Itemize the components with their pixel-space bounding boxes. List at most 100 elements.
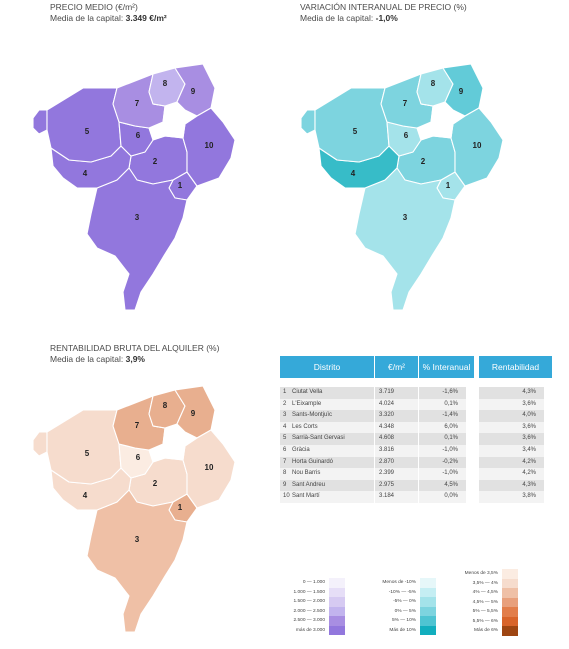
header-price: €/m² <box>375 356 418 378</box>
district-9-label: 9 <box>459 87 464 96</box>
price-legend: 0 — 1.000 1.000 — 1.500 1.500 — 2.000 2.000… <box>277 578 349 638</box>
legend-label: 5% — 5,5% <box>472 609 498 614</box>
cell-price: 2.975 <box>375 479 418 492</box>
legend-label: -10% — -5% <box>388 589 416 595</box>
legend-label: 4,5% — 5% <box>472 599 498 605</box>
cell-rent: 3,6% <box>479 398 544 411</box>
legend-swatch <box>420 616 436 626</box>
cell-variation: -0,2% <box>419 456 466 469</box>
district-1-label: 1 <box>178 503 183 512</box>
legend-swatch <box>329 578 345 588</box>
district-8-label: 8 <box>431 79 436 88</box>
legend-swatch <box>502 578 518 588</box>
cell-district: Sant Martí <box>292 493 320 500</box>
cell-number: 8 <box>280 468 374 480</box>
cell-rent: 4,2% <box>479 468 544 480</box>
legend-label: 3,5% — 4% <box>472 580 498 586</box>
district-3-area <box>86 167 188 311</box>
cell-rent: 4,0% <box>479 410 544 422</box>
cell-variation: 4,5% <box>419 479 466 492</box>
cell-number: 1 <box>280 387 374 399</box>
cell-district: Les Corts <box>292 423 318 430</box>
legend-swatch <box>329 597 345 607</box>
legend-swatch <box>502 607 518 617</box>
header-district: Distrito <box>280 356 374 378</box>
legend-swatch <box>502 597 518 607</box>
cell-price: 3.320 <box>375 410 418 422</box>
cell-variation: 0,1% <box>419 398 466 411</box>
legend-label: 0 — 1.000 <box>302 580 325 585</box>
district-table: Distrito €/m² % Interanual Rentabilidad … <box>280 356 552 503</box>
price-panel-subtitle: Media de la capital: 3.349 €/m² <box>50 13 167 23</box>
legend-label: más de 3.000 <box>295 627 325 633</box>
table-row: 10 Sant Martí 3.184 0,0% 3,8% <box>280 491 552 503</box>
legend-swatch <box>420 587 436 597</box>
district-10-label: 10 <box>205 463 214 472</box>
district-4-label: 4 <box>83 491 88 500</box>
district-6-label: 6 <box>404 131 409 140</box>
table-row: 3 Sants-Montjuïc 3.320 -1,4% 4,0% <box>280 410 552 422</box>
district-6-label: 6 <box>136 453 141 462</box>
cell-price: 4.608 <box>375 433 418 445</box>
district-borders <box>148 425 198 463</box>
cell-district: Sants-Montjuïc <box>292 412 333 419</box>
district-borders <box>148 103 198 141</box>
district-8-label: 8 <box>163 401 168 410</box>
rent-panel-title: RENTABILIDAD BRUTA DEL ALQUILER (%) <box>50 343 220 353</box>
cell-district: Horta Guinardó <box>292 458 334 465</box>
district-1-label: 1 <box>178 181 183 190</box>
cell-district: L'Eixample <box>292 400 322 407</box>
district-7-label: 7 <box>135 421 140 430</box>
district-3-label: 3 <box>403 213 408 222</box>
legend-swatch <box>420 606 436 616</box>
legend-label: 2.500 — 3.000 <box>293 618 325 623</box>
district-7-label: 7 <box>135 99 140 108</box>
cell-district: Nou Barris <box>292 470 321 477</box>
cell-number: 3 <box>280 410 374 422</box>
legend-swatch <box>502 569 518 579</box>
legend-label: -5% — 0% <box>393 599 416 604</box>
variation-panel-header: VARIACIÓN INTERANUAL DE PRECIO (%) Media… <box>300 2 467 24</box>
cell-variation: 6,0% <box>419 421 466 434</box>
cell-rent: 3,6% <box>479 433 544 445</box>
cell-variation: 0,0% <box>419 491 466 503</box>
district-7-label: 7 <box>403 99 408 108</box>
legend-label: 5% — 10% <box>392 618 416 623</box>
district-5-outskirt <box>32 431 48 457</box>
cell-district: Gràcia <box>292 446 310 453</box>
district-5-area <box>46 87 122 163</box>
rent-average-value: 3,9% <box>125 354 145 364</box>
rent-map: 1 2 3 4 5 6 7 8 9 10 <box>32 385 236 633</box>
cell-number: 5 <box>280 433 374 445</box>
district-4-label: 4 <box>351 169 356 178</box>
district-4-label: 4 <box>83 169 88 178</box>
legend-swatch <box>329 606 345 616</box>
cell-district: Ciutat Vella <box>292 389 323 395</box>
district-5-outskirt <box>32 109 48 135</box>
cell-price: 3.184 <box>375 491 418 503</box>
cell-rent: 3,8% <box>479 491 544 503</box>
legend-label: 4% — 4,5% <box>472 590 498 595</box>
cell-district: Sarrià-Sant Gervasi <box>292 435 345 442</box>
legend-label: 2.000 — 2.500 <box>293 608 325 614</box>
district-10-label: 10 <box>205 141 214 150</box>
district-2-label: 2 <box>153 157 158 166</box>
district-9-label: 9 <box>191 409 196 418</box>
cell-number: 7 <box>280 456 374 469</box>
legend-label: Menos de -10% <box>382 580 416 585</box>
district-3-area <box>86 489 188 633</box>
table-row: 9 Sant Andreu 2.975 4,5% 4,3% <box>280 479 552 492</box>
legend-swatch <box>329 587 345 597</box>
price-average-value: 3.349 €/m² <box>125 13 167 23</box>
district-5-area <box>46 409 122 485</box>
table-row: 6 Gràcia 3.816 -1,0% 3,4% <box>280 444 552 457</box>
table-header: Distrito €/m² % Interanual Rentabilidad <box>280 356 552 378</box>
legend-label: 1.000 — 1.500 <box>293 589 325 595</box>
cell-rent: 3,4% <box>479 444 544 457</box>
legend-swatch <box>420 597 436 607</box>
legend-swatch <box>502 588 518 598</box>
district-borders <box>416 103 466 141</box>
district-3-area <box>354 167 456 311</box>
district-5-outskirt <box>300 109 316 135</box>
district-2-label: 2 <box>421 157 426 166</box>
